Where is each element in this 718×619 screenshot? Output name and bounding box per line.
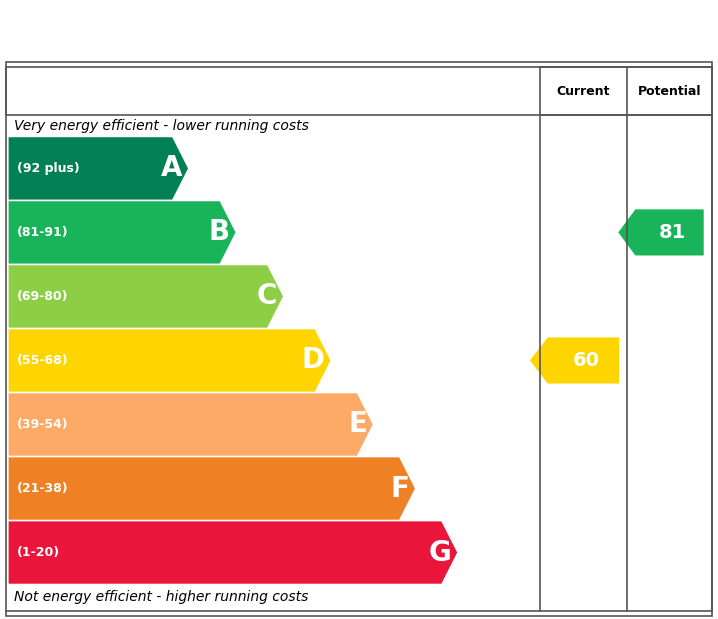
Text: (1-20): (1-20) (17, 546, 60, 559)
Polygon shape (9, 457, 415, 520)
Text: Energy Efficiency Rating: Energy Efficiency Rating (129, 13, 589, 46)
Text: D: D (302, 347, 325, 374)
Text: (21-38): (21-38) (17, 482, 69, 495)
Text: A: A (161, 154, 182, 183)
Polygon shape (9, 266, 283, 327)
Text: G: G (429, 539, 452, 566)
Text: Very energy efficient - lower running costs: Very energy efficient - lower running co… (14, 119, 309, 133)
Text: C: C (257, 282, 277, 311)
Text: (69-80): (69-80) (17, 290, 69, 303)
Polygon shape (9, 521, 457, 584)
Text: F: F (391, 475, 409, 503)
Polygon shape (9, 137, 188, 199)
Text: (81-91): (81-91) (17, 226, 69, 239)
Text: Not energy efficient - higher running costs: Not energy efficient - higher running co… (14, 589, 309, 604)
Text: (55-68): (55-68) (17, 354, 69, 367)
Text: 81: 81 (658, 223, 686, 242)
Text: (92 plus): (92 plus) (17, 162, 80, 175)
Polygon shape (618, 209, 704, 256)
Text: (39-54): (39-54) (17, 418, 69, 431)
Polygon shape (9, 329, 330, 392)
Text: Current: Current (556, 85, 610, 98)
Text: E: E (348, 410, 367, 438)
Text: 60: 60 (572, 351, 600, 370)
Polygon shape (9, 201, 236, 264)
Polygon shape (9, 393, 373, 456)
Polygon shape (530, 337, 619, 384)
Text: Potential: Potential (638, 85, 701, 98)
Text: B: B (209, 219, 230, 246)
